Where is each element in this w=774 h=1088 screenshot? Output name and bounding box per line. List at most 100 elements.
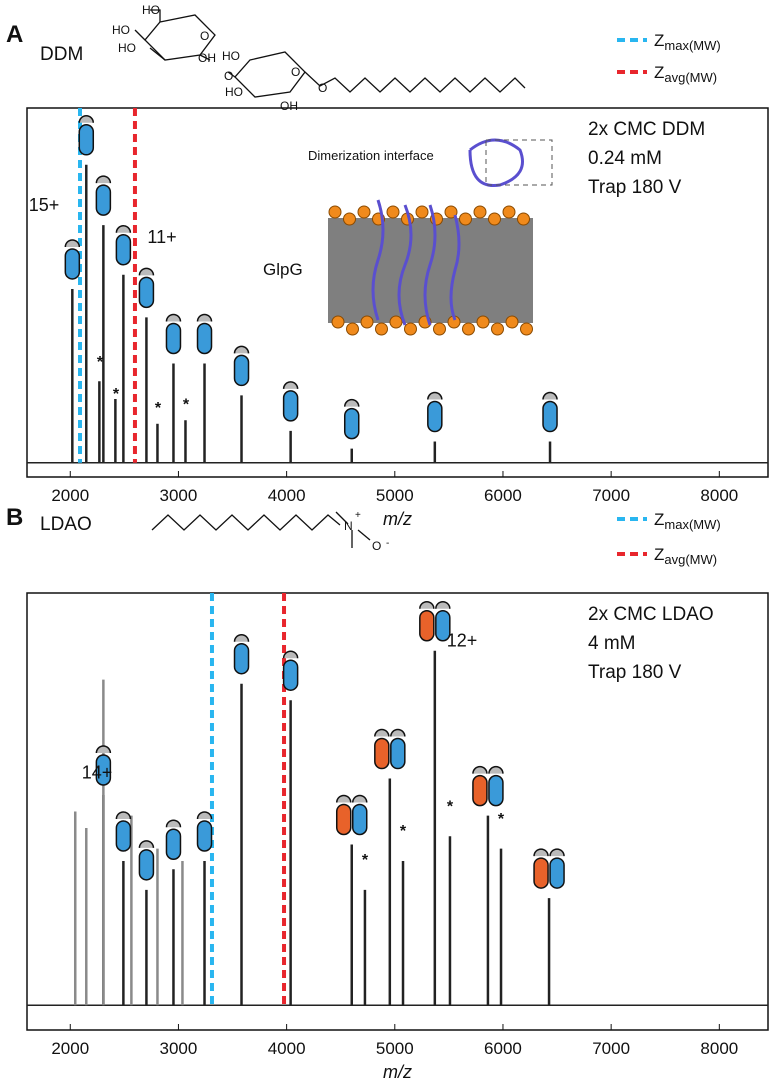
detergent-label: LDAO: [40, 514, 92, 535]
structure-label: N: [344, 519, 353, 533]
structure-label: O: [200, 29, 209, 43]
icon-body: [427, 400, 443, 433]
lipid: [502, 205, 516, 219]
structure-label: -: [386, 538, 389, 549]
x-tick-label: 5000: [376, 1039, 414, 1058]
lipid: [433, 322, 446, 336]
icon-body: [115, 820, 132, 852]
structure-label: O: [372, 539, 381, 553]
panel-label: A: [6, 21, 23, 48]
icon-cap: [533, 848, 549, 857]
x-tick-label: 6000: [484, 1039, 522, 1058]
x-tick-label: 8000: [700, 1039, 738, 1058]
lipid: [357, 205, 371, 219]
lipid: [444, 205, 458, 219]
lipid: [505, 315, 519, 329]
structure-label: O: [291, 65, 300, 79]
annotation: *: [97, 354, 104, 371]
annotation: 11+: [147, 227, 176, 247]
plot-frame: [26, 592, 769, 1031]
icon-body: [282, 390, 299, 422]
ddm-structure: [134, 9, 526, 98]
x-tick-label: 3000: [160, 486, 198, 505]
icon-body: [390, 737, 406, 770]
icon-cap: [115, 225, 132, 233]
icon-body: [138, 276, 155, 309]
condition-label: 2x CMC DDM: [588, 119, 705, 140]
icon-body: [472, 774, 488, 807]
icon-cap: [390, 728, 406, 737]
annotation: 12+: [447, 631, 478, 651]
lipid: [473, 205, 487, 219]
icon-body: [196, 322, 213, 355]
condition-label: 4 mM: [588, 633, 636, 654]
structure-label: +: [355, 510, 361, 521]
legend-sub: avg(MW): [664, 552, 717, 567]
annotation: *: [113, 386, 120, 403]
inset-label: GlpG: [263, 260, 303, 279]
x-tick-label: 5000: [376, 486, 414, 505]
annotation: *: [400, 823, 407, 840]
structure-label: HO: [112, 23, 130, 37]
structure-label: OH: [280, 99, 298, 113]
x-tick-label: 6000: [484, 486, 522, 505]
icon-cap: [196, 811, 213, 820]
lipid: [346, 322, 359, 336]
annotation: *: [362, 852, 369, 869]
lipid: [520, 322, 533, 336]
icon-cap: [282, 381, 299, 389]
lipid: [386, 205, 400, 219]
lipid: [459, 212, 472, 226]
structure-label: HO: [142, 3, 160, 17]
ldao-structure: [151, 511, 371, 548]
icon-cap: [138, 840, 155, 848]
icon-cap: [542, 391, 558, 400]
annotation: 14+: [82, 763, 113, 783]
lipid: [415, 205, 429, 219]
legend-sub: avg(MW): [664, 70, 717, 85]
icon-body: [335, 803, 352, 836]
lipid: [517, 212, 530, 226]
legend-name: Z: [654, 510, 664, 529]
structure-label: HO: [225, 85, 243, 99]
condition-label: Trap 180 V: [588, 177, 682, 198]
icon-cap: [335, 794, 352, 803]
icon-body: [165, 322, 182, 355]
icon-body: [78, 124, 95, 156]
legend-name: Z: [654, 545, 664, 564]
icon-cap: [549, 848, 565, 857]
condition-label: 2x CMC LDAO: [588, 604, 714, 625]
icon-body: [351, 803, 368, 836]
icon-body: [374, 737, 390, 770]
x-tick-label: 7000: [592, 486, 630, 505]
icon-cap: [115, 811, 132, 820]
lipid: [360, 315, 374, 329]
lipid: [462, 322, 475, 336]
icon-cap: [472, 765, 488, 774]
icon-cap: [435, 600, 451, 609]
lipid: [375, 322, 388, 336]
legend-name: Z: [654, 31, 664, 50]
icon-cap: [165, 819, 182, 828]
structure-label: HO: [222, 49, 240, 63]
icon-cap: [78, 115, 95, 123]
annotation: 15+: [29, 195, 60, 215]
icon-cap: [427, 391, 443, 400]
icon-cap: [233, 345, 250, 354]
icon-body: [282, 659, 299, 691]
annotation: *: [183, 397, 190, 414]
icon-cap: [64, 239, 81, 248]
icon-body: [233, 354, 250, 387]
legend-label: Zmax(MW): [654, 510, 721, 532]
lipid: [331, 315, 345, 329]
annotation: *: [155, 400, 162, 417]
icon-cap: [351, 794, 368, 803]
x-tick-label: 4000: [268, 1039, 306, 1058]
legend-label: Zmax(MW): [654, 31, 721, 53]
icon-body: [343, 407, 360, 440]
condition-label: 0.24 mM: [588, 148, 662, 169]
icon-body: [233, 642, 250, 675]
icon-body: [138, 849, 155, 881]
condition-label: Trap 180 V: [588, 662, 682, 683]
lipid: [389, 315, 403, 329]
